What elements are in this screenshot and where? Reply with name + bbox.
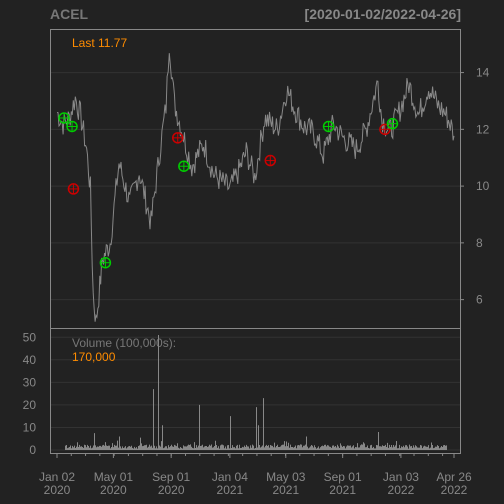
chart-date-range: [2020-01-02/2022-04-26] — [305, 6, 461, 22]
sell-marker — [67, 183, 80, 195]
x-tick-label-date: May 03 — [266, 470, 306, 484]
sell-marker — [171, 132, 184, 144]
volume-y-tick-label: 30 — [23, 375, 37, 389]
x-tick-label-date: Jan 02 — [39, 470, 75, 484]
last-price-label: Last 11.77 — [72, 36, 127, 50]
buy-marker — [386, 117, 399, 130]
x-tick-label-year: 2022 — [388, 483, 415, 497]
buy-marker — [99, 256, 112, 269]
sell-marker — [379, 123, 391, 136]
x-tick-label-date: Jan 03 — [383, 470, 419, 484]
x-tick-label-year: 2020 — [44, 483, 71, 497]
x-tick-label-date: Sep 01 — [324, 470, 362, 484]
volume-y-tick-label: 20 — [23, 398, 37, 412]
volume-y-tick-label: 40 — [23, 353, 37, 367]
price-y-tick-label: 10 — [476, 179, 490, 193]
buy-marker — [178, 160, 190, 172]
price-y-tick-label: 12 — [476, 122, 490, 136]
x-tick-label-date: Jan 04 — [212, 470, 248, 484]
price-y-tick-label: 14 — [476, 66, 490, 80]
x-tick-label-date: Sep 01 — [152, 470, 190, 484]
sell-marker — [264, 154, 277, 167]
x-tick-label-year: 2021 — [272, 483, 299, 497]
buy-marker — [322, 120, 335, 133]
trade-markers — [58, 112, 399, 269]
volume-title: Volume (100,000s): — [72, 336, 176, 350]
price-series — [56, 53, 455, 322]
price-y-tick-label: 8 — [476, 236, 483, 250]
buy-marker — [58, 112, 70, 124]
volume-panel-frame — [50, 328, 461, 454]
volume-last-label: 170,000 — [72, 350, 116, 364]
x-tick-label-year: 2020 — [158, 483, 185, 497]
x-tick-label-date: May 01 — [94, 470, 134, 484]
price-y-tick-label: 6 — [476, 293, 483, 307]
x-tick-label-year: 2020 — [100, 483, 127, 497]
volume-y-tick-label: 10 — [23, 420, 37, 434]
x-tick-label-year: 2021 — [329, 483, 356, 497]
price-y-axis: 6 8 10 12 14 — [460, 66, 490, 307]
x-tick-label-year: 2022 — [441, 483, 468, 497]
x-tick-label-year: 2021 — [217, 483, 244, 497]
volume-y-tick-label: 50 — [23, 330, 37, 344]
price-line — [56, 53, 455, 322]
volume-bars — [65, 335, 447, 450]
buy-marker — [66, 120, 78, 133]
chart-symbol: ACEL — [50, 6, 89, 22]
x-tick-label-date: Apr 26 — [436, 470, 472, 484]
volume-y-tick-label: 0 — [29, 443, 36, 457]
volume-y-axis: 0 10 20 30 40 50 — [23, 330, 37, 457]
